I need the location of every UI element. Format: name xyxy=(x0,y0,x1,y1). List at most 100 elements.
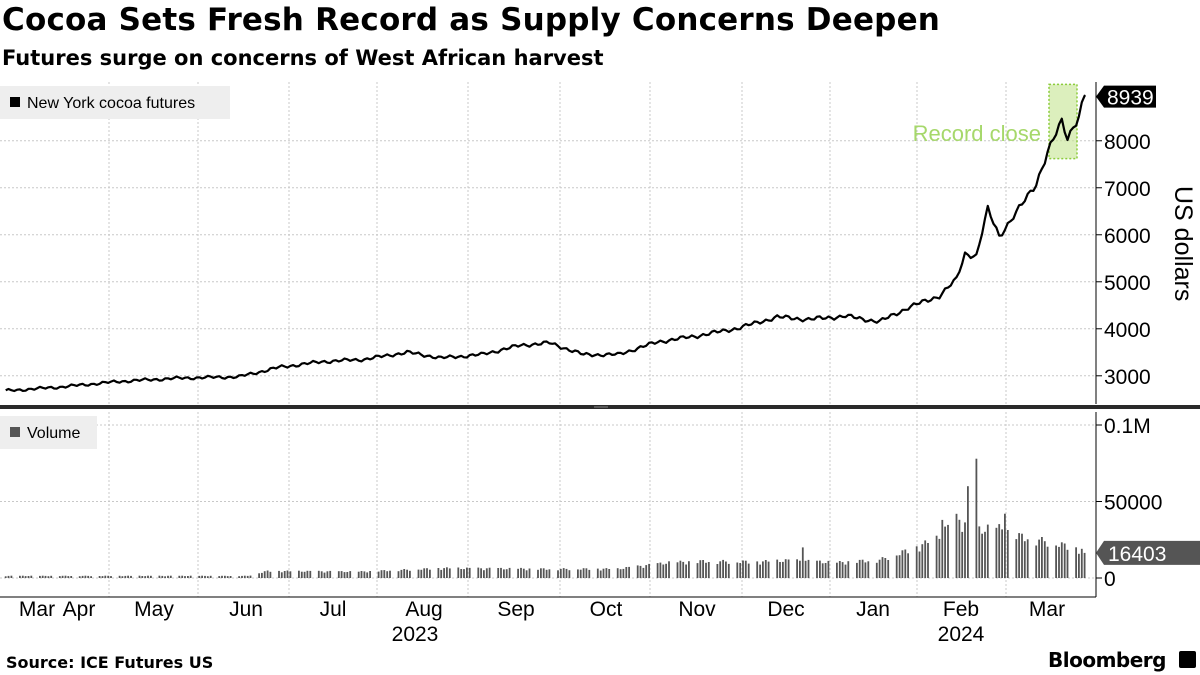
volume-bar xyxy=(47,576,50,578)
volume-bar xyxy=(4,576,7,578)
volume-bar xyxy=(784,559,787,578)
x-tick-label-month: Mar xyxy=(1029,598,1065,621)
y-tick-label-volume: 50000 xyxy=(1104,492,1162,515)
last-volume-label: 16403 xyxy=(1108,543,1166,566)
volume-bar xyxy=(525,570,528,578)
volume-bar xyxy=(87,575,90,578)
volume-bar xyxy=(286,570,289,578)
volume-bar xyxy=(161,575,164,578)
x-tick-label-month: Jan xyxy=(856,598,890,621)
volume-bar xyxy=(448,568,451,578)
volume-bar xyxy=(1021,533,1023,578)
volume-bar xyxy=(642,567,645,578)
volume-bar xyxy=(397,571,400,578)
volume-bar xyxy=(1083,552,1086,578)
volume-bar xyxy=(446,567,448,578)
volume-bar xyxy=(964,522,966,578)
volume-bar xyxy=(24,576,27,578)
volume-bar xyxy=(838,561,841,578)
volume-bar xyxy=(722,559,724,578)
volume-bar xyxy=(927,543,929,578)
volume-bar xyxy=(844,564,847,578)
volume-bar xyxy=(124,575,127,578)
volume-bar xyxy=(904,549,907,578)
volume-bar xyxy=(522,568,525,578)
volume-bar xyxy=(369,571,371,578)
volume-bar xyxy=(406,569,408,578)
volume-bar xyxy=(50,575,53,578)
volume-bar xyxy=(659,562,662,578)
volume-bar xyxy=(184,576,186,578)
volume-bar xyxy=(477,567,480,578)
volume-bar xyxy=(727,563,730,578)
volume-bar xyxy=(537,569,539,578)
x-tick-label-month: Jun xyxy=(229,598,263,621)
volume-bar xyxy=(921,544,924,578)
volume-bar xyxy=(861,559,864,578)
y-tick-label-price: 5000 xyxy=(1104,272,1151,295)
volume-bar xyxy=(1046,546,1049,578)
volume-bar xyxy=(306,570,309,578)
volume-bar xyxy=(229,576,232,578)
volume-bar xyxy=(189,575,192,578)
x-tick-label-month: Feb xyxy=(943,598,979,621)
volume-bar xyxy=(688,561,690,578)
volume-bar xyxy=(30,575,33,578)
volume-bar xyxy=(209,575,212,578)
volume-bar xyxy=(443,568,445,578)
volume-bar xyxy=(400,569,403,578)
y-tick-label-price: 4000 xyxy=(1104,319,1151,342)
volume-bar xyxy=(500,567,502,578)
volume-bar xyxy=(719,561,722,578)
volume-bar xyxy=(144,576,147,578)
volume-bar xyxy=(169,575,172,578)
volume-bar xyxy=(340,571,343,578)
volume-bar xyxy=(787,559,790,578)
volume-bar xyxy=(70,576,73,578)
volume-bar xyxy=(665,563,667,578)
volume-bar xyxy=(426,568,428,578)
volume-bar xyxy=(218,576,221,578)
volume-bar xyxy=(901,550,904,578)
volume-bar xyxy=(10,575,13,578)
volume-bar xyxy=(975,458,978,578)
volume-bar xyxy=(782,561,784,578)
volume-bar xyxy=(483,570,485,578)
volume-bar xyxy=(1060,542,1063,578)
volume-bar xyxy=(437,568,440,578)
volume-bar xyxy=(320,571,323,578)
volume-bar xyxy=(386,571,389,578)
volume-bar xyxy=(887,560,890,578)
volume-bar xyxy=(468,567,471,578)
volume-bar xyxy=(878,559,881,578)
volume-bar xyxy=(488,567,491,578)
volume-bar xyxy=(64,575,67,578)
volume-bar xyxy=(138,575,141,578)
volume-bar xyxy=(867,561,870,578)
volume-bar xyxy=(608,569,611,578)
volume-bar xyxy=(249,575,252,578)
volume-bar xyxy=(596,568,599,578)
volume-bar xyxy=(884,558,887,578)
volume-bar xyxy=(895,555,898,578)
volume-bar xyxy=(568,570,571,578)
volume-bar xyxy=(725,561,727,578)
volume-bar xyxy=(221,575,223,578)
volume-bar xyxy=(78,576,81,578)
volume-bar xyxy=(121,576,124,578)
volume-bar xyxy=(599,570,602,578)
volume-bar xyxy=(747,563,750,578)
volume-bar xyxy=(1006,530,1009,578)
volume-bar xyxy=(429,569,431,578)
volume-bar xyxy=(779,562,781,578)
volume-bar xyxy=(559,568,562,578)
volume-bar xyxy=(1018,533,1020,578)
volume-bar xyxy=(130,575,132,578)
volume-bar xyxy=(505,569,508,578)
volume-bar xyxy=(557,570,559,578)
volume-bar xyxy=(201,575,203,578)
brand-mark-icon xyxy=(1179,651,1196,668)
x-tick-label-month: Nov xyxy=(678,598,716,621)
volume-bar xyxy=(898,555,901,578)
source-note: Source: ICE Futures US xyxy=(6,653,214,672)
